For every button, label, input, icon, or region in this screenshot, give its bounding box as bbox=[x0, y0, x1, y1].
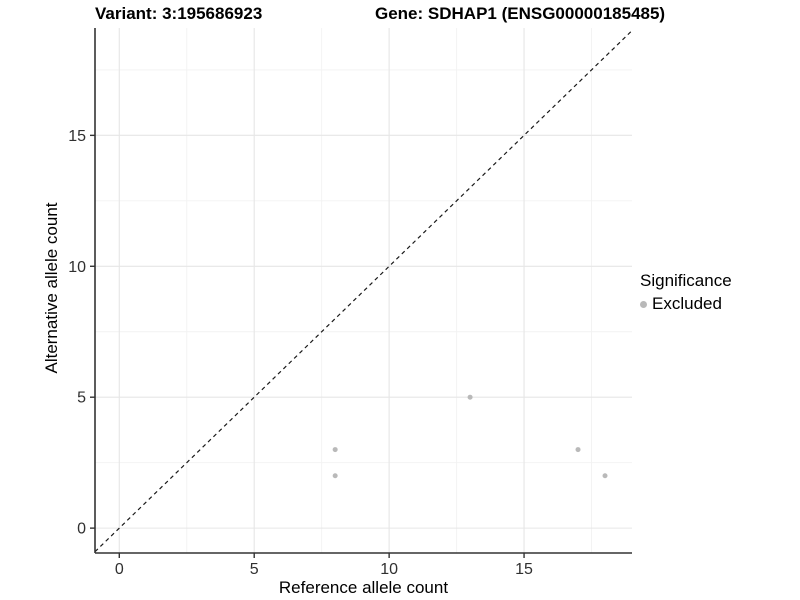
y-tick-label: 15 bbox=[68, 128, 86, 145]
x-axis-label: Reference allele count bbox=[278, 578, 449, 597]
x-tick-label: 15 bbox=[515, 561, 533, 578]
data-point bbox=[467, 394, 473, 400]
x-tick-label: 10 bbox=[380, 561, 398, 578]
data-point bbox=[332, 473, 338, 479]
data-point bbox=[332, 447, 338, 453]
x-tick-label: 0 bbox=[115, 561, 124, 578]
y-tick-label: 5 bbox=[77, 390, 86, 407]
plot-title-gene: Gene: SDHAP1 (ENSG00000185485) bbox=[375, 4, 666, 23]
legend-point-icon bbox=[640, 300, 647, 308]
y-axis-label: Alternative allele count bbox=[42, 202, 61, 374]
legend-title: Significance bbox=[640, 271, 732, 290]
plot-title-variant: Variant: 3:195686923 bbox=[95, 4, 263, 23]
y-tick-label: 10 bbox=[68, 259, 86, 276]
legend: Significance Excluded bbox=[640, 271, 732, 314]
data-point bbox=[575, 447, 581, 453]
legend-item-excluded: Excluded bbox=[640, 294, 732, 314]
x-tick-label: 5 bbox=[250, 561, 259, 578]
y-tick-label: 0 bbox=[77, 521, 86, 538]
data-point bbox=[602, 473, 608, 479]
identity-dashed-line bbox=[94, 30, 633, 553]
legend-item-label: Excluded bbox=[652, 294, 722, 313]
